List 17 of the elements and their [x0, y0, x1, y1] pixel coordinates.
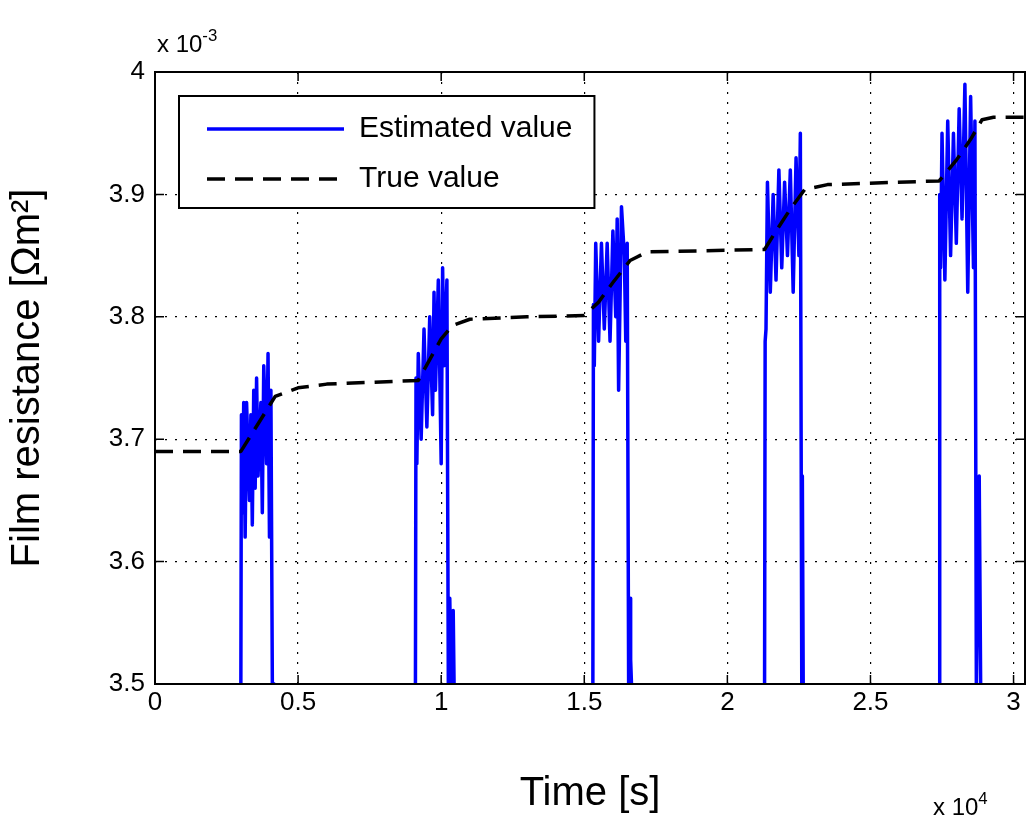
- x-axis-title: Time [s]: [519, 769, 661, 814]
- y-tick-label: 3.6: [108, 544, 145, 575]
- x-tick-label: 2.5: [852, 685, 889, 716]
- x-tick-label: 1: [433, 685, 449, 716]
- y-tick-label: 3.9: [108, 177, 145, 208]
- y-tick-label: 3.8: [108, 299, 145, 330]
- legend-label: Estimated value: [359, 110, 573, 144]
- x-tick-label: 0: [147, 685, 163, 716]
- x-tick-label: 1.5: [566, 685, 603, 716]
- x-tick-label: 2: [720, 685, 735, 716]
- y-tick-label: 3.7: [108, 422, 145, 453]
- y-tick-label: 3.5: [108, 667, 145, 698]
- y-axis-title: Film resistance [Ωm²]: [3, 188, 48, 568]
- x-tick-label: 3: [1006, 685, 1021, 716]
- x-tick-label: 0.5: [280, 685, 317, 716]
- legend-label: True value: [359, 160, 500, 194]
- y-tick-label: 4: [130, 55, 145, 86]
